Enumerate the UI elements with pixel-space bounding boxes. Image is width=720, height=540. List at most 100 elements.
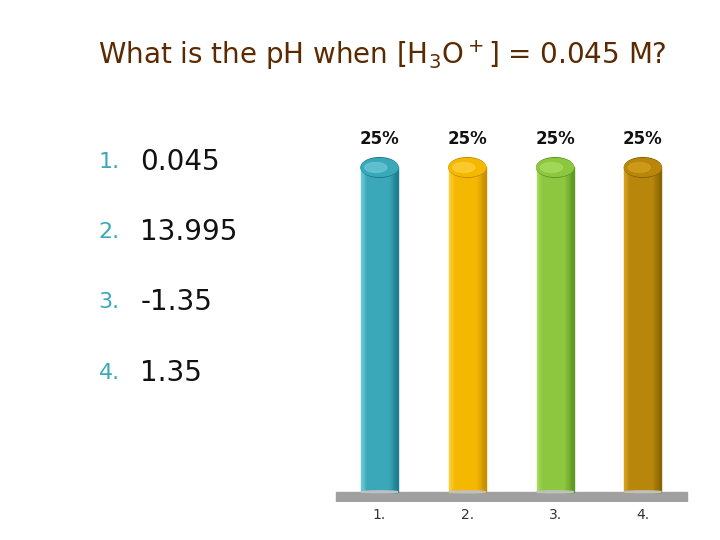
Bar	[553, 167, 554, 492]
Text: 3.: 3.	[99, 292, 120, 313]
Bar	[450, 167, 451, 492]
Bar	[538, 167, 539, 492]
Bar	[643, 167, 644, 492]
Bar	[566, 167, 567, 492]
Bar	[336, 492, 687, 502]
Bar	[382, 167, 383, 492]
Bar	[657, 167, 659, 492]
Ellipse shape	[361, 159, 398, 177]
Text: 0.045: 0.045	[140, 148, 220, 176]
Bar	[392, 167, 393, 492]
Ellipse shape	[449, 491, 486, 493]
Bar	[650, 167, 652, 492]
Bar	[655, 167, 657, 492]
Bar	[459, 167, 460, 492]
Bar	[648, 167, 649, 492]
Bar	[555, 167, 557, 492]
Bar	[626, 167, 627, 492]
Bar	[390, 167, 392, 492]
Bar	[449, 167, 450, 492]
Bar	[362, 167, 364, 492]
Bar	[559, 167, 560, 492]
Bar	[465, 167, 466, 492]
Bar	[390, 167, 391, 492]
Bar	[632, 167, 633, 492]
Bar	[628, 167, 629, 492]
Bar	[466, 167, 467, 492]
Ellipse shape	[536, 159, 574, 177]
Bar	[454, 167, 455, 492]
Bar	[376, 167, 377, 492]
Text: 1.: 1.	[99, 152, 120, 172]
Bar	[451, 167, 453, 492]
Bar	[570, 167, 571, 492]
Bar	[644, 167, 645, 492]
Bar	[469, 167, 470, 492]
Bar	[482, 167, 483, 492]
Ellipse shape	[449, 158, 486, 177]
Ellipse shape	[540, 163, 562, 172]
Bar	[457, 167, 459, 492]
Bar	[636, 167, 638, 492]
Text: 25%: 25%	[359, 130, 400, 148]
Text: -1.35: -1.35	[140, 288, 212, 316]
Bar	[627, 167, 629, 492]
Bar	[366, 167, 367, 492]
Bar	[641, 167, 642, 492]
Bar	[540, 167, 541, 492]
Bar	[557, 167, 559, 492]
Bar	[545, 167, 546, 492]
Bar	[361, 167, 362, 492]
Bar	[483, 167, 485, 492]
Bar	[631, 167, 632, 492]
Ellipse shape	[449, 159, 486, 177]
Ellipse shape	[536, 158, 574, 177]
Bar	[478, 167, 480, 492]
Bar	[388, 167, 390, 492]
Bar	[546, 167, 548, 492]
Bar	[367, 167, 369, 492]
Bar	[467, 167, 469, 492]
Bar	[386, 167, 387, 492]
Bar	[634, 167, 636, 492]
Bar	[393, 167, 395, 492]
Bar	[571, 167, 572, 492]
Bar	[480, 167, 481, 492]
Bar	[569, 167, 570, 492]
Bar	[647, 167, 648, 492]
Bar	[469, 167, 471, 492]
Bar	[633, 167, 634, 492]
Bar	[455, 167, 456, 492]
Text: 1.35: 1.35	[140, 359, 202, 387]
Bar	[453, 167, 454, 492]
Bar	[659, 167, 660, 492]
Bar	[384, 167, 386, 492]
Bar	[397, 167, 398, 492]
Bar	[481, 167, 482, 492]
Bar	[624, 167, 626, 492]
Bar	[378, 167, 379, 492]
Bar	[365, 167, 366, 492]
Bar	[477, 167, 479, 492]
Bar	[642, 167, 643, 492]
Text: 25%: 25%	[623, 130, 663, 148]
Bar	[572, 167, 574, 492]
Bar	[461, 167, 462, 492]
Bar	[552, 167, 553, 492]
Bar	[554, 167, 555, 492]
Bar	[645, 167, 647, 492]
Text: 25%: 25%	[535, 130, 575, 148]
Bar	[548, 167, 549, 492]
Bar	[456, 167, 457, 492]
Text: 2.: 2.	[99, 222, 120, 242]
Bar	[536, 167, 538, 492]
Bar	[462, 167, 464, 492]
Bar	[464, 167, 465, 492]
Bar	[560, 167, 562, 492]
Bar	[485, 167, 486, 492]
Bar	[638, 167, 639, 492]
Bar	[472, 167, 474, 492]
Bar	[541, 167, 543, 492]
Bar	[562, 167, 564, 492]
Bar	[639, 167, 641, 492]
